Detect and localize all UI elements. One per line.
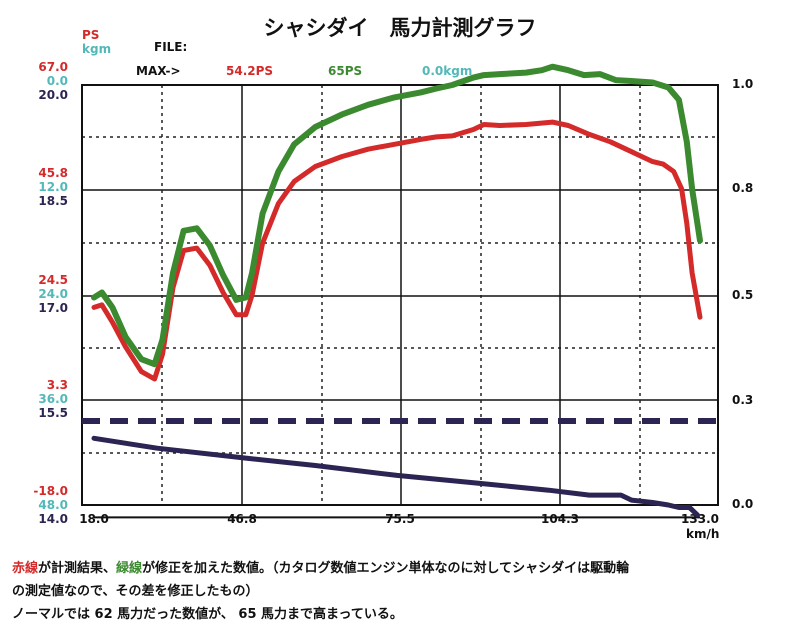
kgm-unit-label: kgm (82, 42, 112, 56)
x-tick: 18.0 (79, 512, 109, 526)
plot-frame (81, 84, 719, 506)
footer-red-word: 赤線 (12, 561, 39, 576)
footer-green-word: 緑線 (116, 561, 143, 576)
max-green-value: 65PS (328, 64, 363, 78)
left-tick-teal: 48.0 (38, 498, 68, 512)
right-tick: 1.0 (732, 77, 754, 91)
footer-line-1: 赤線が計測結果、緑線が修正を加えた数値。（カタログ数値エンジン単体なのに対してシ… (12, 557, 629, 576)
x-unit-label: km/h (686, 527, 720, 541)
footer-text-1: が計測結果、 (38, 561, 117, 576)
left-axis-lower: 3.3 36.0 15.5 (30, 378, 68, 420)
left-axis-upper: 45.8 12.0 18.5 (30, 166, 68, 208)
footer-text-2: が修正を加えた数値。（カタログ数値エンジン単体なのに対してシャシダイは駆動輪 (142, 561, 630, 576)
left-tick-navy: 18.5 (38, 194, 68, 208)
right-tick: 0.3 (732, 393, 754, 407)
series-green-line (91, 63, 703, 368)
x-tick: 46.8 (227, 512, 257, 526)
left-tick-navy: 20.0 (38, 88, 68, 102)
chart-title: シャシダイ 馬力計測グラフ (263, 16, 537, 40)
left-tick-red: 45.8 (38, 166, 68, 180)
right-tick: 0.5 (732, 288, 754, 302)
series-layer (82, 63, 718, 519)
right-tick: 0.0 (732, 497, 754, 511)
footer-line-3: ノーマルでは 62 馬力だった数値が、 65 馬力まで高まっている。 (12, 607, 403, 622)
x-tick: 75.5 (385, 512, 415, 526)
left-tick-teal: 0.0 (46, 74, 68, 88)
footer-line-2: の測定値なので、その差を修正したもの） (12, 584, 259, 599)
left-tick-red: 67.0 (38, 60, 68, 74)
file-label: FILE: (154, 40, 188, 54)
ps-unit-label: PS (82, 28, 100, 42)
max-label: MAX-> (136, 64, 181, 78)
left-axis-middle: 24.5 24.0 17.0 (30, 273, 68, 315)
left-tick-red: -18.0 (33, 484, 68, 498)
right-tick: 0.8 (732, 181, 754, 195)
left-tick-navy: 15.5 (38, 406, 68, 420)
left-tick-navy: 17.0 (38, 301, 68, 315)
left-tick-teal: 12.0 (38, 180, 68, 194)
left-tick-teal: 24.0 (38, 287, 68, 301)
series-navy-line (91, 435, 700, 518)
left-axis-bottom: -18.0 48.0 14.0 (30, 484, 68, 526)
x-tick: 133.0 (681, 512, 719, 526)
left-axis-top: 67.0 0.0 20.0 (30, 60, 68, 102)
max-red-value: 54.2PS (226, 64, 274, 78)
left-tick-navy: 14.0 (38, 512, 68, 526)
left-tick-red: 24.5 (38, 273, 68, 287)
left-tick-red: 3.3 (46, 378, 68, 392)
max-teal-value: 0.0kgm (422, 64, 473, 78)
x-tick: 104.3 (541, 512, 579, 526)
left-tick-teal: 36.0 (38, 392, 68, 406)
series-red-line (91, 119, 703, 382)
